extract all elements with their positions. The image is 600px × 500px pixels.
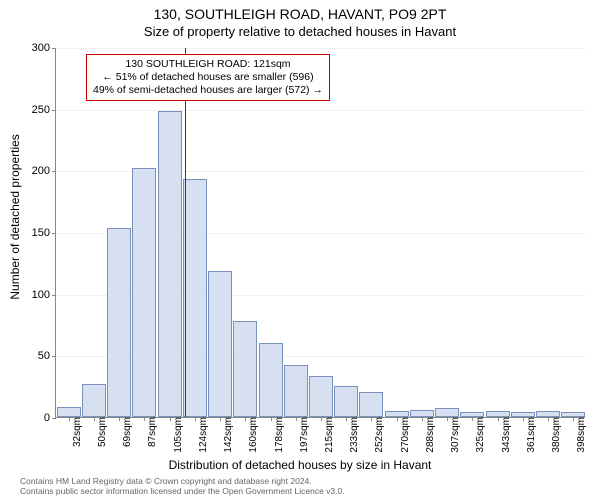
- xtick-label: 105sqm: [169, 417, 184, 453]
- ytick-label: 300: [32, 42, 50, 54]
- histogram-bar: [183, 179, 207, 417]
- xtick-label: 288sqm: [421, 417, 436, 453]
- histogram-bar: [435, 408, 459, 417]
- chart-footer: Contains HM Land Registry data © Crown c…: [20, 476, 345, 496]
- xtick-label: 343sqm: [497, 417, 512, 453]
- histogram-bar: [284, 365, 308, 417]
- histogram-bar: [259, 343, 283, 417]
- histogram-bar: [158, 111, 182, 417]
- xtick-label: 361sqm: [522, 417, 537, 453]
- histogram-bar: [233, 321, 257, 417]
- annotation-line-3: 49% of semi-detached houses are larger (…: [93, 84, 323, 97]
- ytick-mark: [52, 295, 56, 296]
- ytick-mark: [52, 110, 56, 111]
- ytick-label: 50: [38, 350, 50, 362]
- xtick-label: 233sqm: [345, 417, 360, 453]
- ytick-label: 250: [32, 104, 50, 116]
- xtick-label: 69sqm: [118, 417, 133, 447]
- histogram-bar: [309, 376, 333, 417]
- histogram-bar: [107, 228, 131, 417]
- histogram-bar: [208, 271, 232, 417]
- xtick-label: 32sqm: [68, 417, 83, 447]
- footer-line-1: Contains HM Land Registry data © Crown c…: [20, 476, 345, 486]
- ytick-mark: [52, 171, 56, 172]
- xtick-label: 215sqm: [320, 417, 335, 453]
- ytick-mark: [52, 48, 56, 49]
- ytick-label: 100: [32, 289, 50, 301]
- histogram-bar: [334, 386, 358, 417]
- ytick-mark: [52, 418, 56, 419]
- reference-line: [185, 48, 186, 417]
- xtick-label: 87sqm: [143, 417, 158, 447]
- ytick-mark: [52, 356, 56, 357]
- annotation-box: 130 SOUTHLEIGH ROAD: 121sqm ← 51% of det…: [86, 54, 330, 101]
- xtick-label: 160sqm: [244, 417, 259, 453]
- xtick-label: 380sqm: [547, 417, 562, 453]
- footer-line-2: Contains public sector information licen…: [20, 486, 345, 496]
- histogram-bar: [82, 384, 106, 417]
- ytick-mark: [52, 233, 56, 234]
- gridline: [56, 48, 585, 49]
- xtick-label: 398sqm: [572, 417, 587, 453]
- chart-container: 130, SOUTHLEIGH ROAD, HAVANT, PO9 2PT Si…: [0, 0, 600, 500]
- xtick-label: 50sqm: [93, 417, 108, 447]
- xtick-label: 197sqm: [295, 417, 310, 453]
- x-axis-label: Distribution of detached houses by size …: [0, 458, 600, 472]
- y-axis-label: Number of detached properties: [8, 134, 22, 299]
- chart-title-main: 130, SOUTHLEIGH ROAD, HAVANT, PO9 2PT: [0, 6, 600, 22]
- annotation-line-1: 130 SOUTHLEIGH ROAD: 121sqm: [93, 58, 323, 71]
- xtick-label: 178sqm: [270, 417, 285, 453]
- xtick-label: 325sqm: [471, 417, 486, 453]
- xtick-label: 252sqm: [370, 417, 385, 453]
- histogram-bar: [132, 168, 156, 417]
- xtick-label: 307sqm: [446, 417, 461, 453]
- xtick-label: 142sqm: [219, 417, 234, 453]
- xtick-label: 124sqm: [194, 417, 209, 453]
- ytick-label: 200: [32, 165, 50, 177]
- annotation-line-2: ← 51% of detached houses are smaller (59…: [93, 71, 323, 84]
- chart-title-sub: Size of property relative to detached ho…: [0, 24, 600, 39]
- ytick-label: 150: [32, 227, 50, 239]
- plot-area: 05010015020025030032sqm50sqm69sqm87sqm10…: [55, 48, 585, 418]
- histogram-bar: [359, 392, 383, 417]
- histogram-bar: [57, 407, 81, 417]
- xtick-label: 270sqm: [396, 417, 411, 453]
- histogram-bar: [410, 410, 434, 417]
- gridline: [56, 110, 585, 111]
- ytick-label: 0: [44, 412, 50, 424]
